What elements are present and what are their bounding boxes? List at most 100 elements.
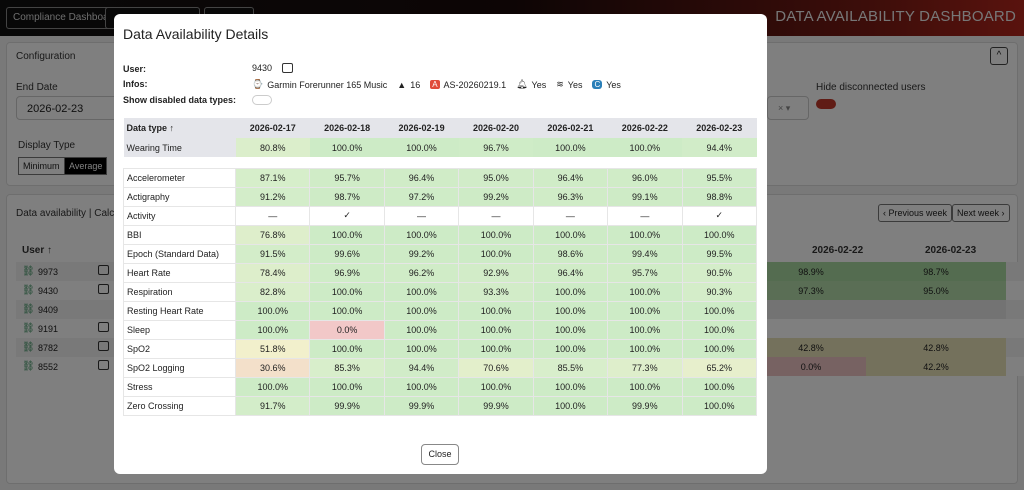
availability-cell: 91.5% <box>234 243 311 264</box>
app-icon: A <box>430 80 440 89</box>
availability-cell: 96.4% <box>532 262 609 283</box>
availability-cell: 96.7% <box>458 138 534 157</box>
availability-table: Data type ↑ 2026-02-17 2026-02-18 2026-02-1… <box>123 118 758 416</box>
availability-cell: 100.0% <box>383 338 460 359</box>
availability-cell: 100.0% <box>681 319 758 340</box>
data-type-name: Sleep <box>123 319 236 340</box>
availability-cell: 98.7% <box>309 186 385 207</box>
availability-cell: 96.4% <box>383 167 460 188</box>
app-version: AS-20260219.1 <box>443 79 507 90</box>
availability-cell: — <box>532 205 609 226</box>
availability-cell: ✓ <box>681 205 758 226</box>
user-label: User: <box>123 64 147 74</box>
availability-cell: 100.0% <box>309 138 385 157</box>
availability-cell: 100.0% <box>458 224 534 245</box>
availability-cell: 100.0% <box>383 224 460 245</box>
availability-cell: 100.0% <box>458 243 534 264</box>
data-type-name: SpO2 <box>123 338 236 359</box>
data-type-name: Respiration <box>123 281 236 302</box>
availability-cell: 95.7% <box>309 167 385 188</box>
availability-cell: 96.3% <box>532 186 609 207</box>
availability-cell: — <box>234 205 311 226</box>
availability-cell: 100.0% <box>607 138 683 157</box>
data-type-name: Stress <box>123 376 236 397</box>
availability-cell: 99.5% <box>681 243 758 264</box>
availability-cell: 76.8% <box>234 224 311 245</box>
availability-cell: 100.0% <box>607 281 683 302</box>
table-row: Epoch (Standard Data) 91.5% 99.6% 99.2% 100.… <box>123 243 758 264</box>
availability-cell: 100.0% <box>309 338 385 359</box>
availability-cell: 80.8% <box>235 138 310 157</box>
availability-cell: 96.2% <box>383 262 460 283</box>
availability-cell: 92.9% <box>458 262 534 283</box>
availability-cell: 94.4% <box>682 138 757 157</box>
date-column-header: 2026-02-18 <box>309 118 385 138</box>
close-button[interactable]: Close <box>421 444 459 465</box>
table-row: Wearing Time 80.8% 100.0% 100.0% 96.7% 100.0%… <box>123 138 757 157</box>
table-row: Heart Rate 78.4% 96.9% 96.2% 92.9% 96.4% 95.7%… <box>123 262 758 283</box>
android-version: 16 <box>410 79 421 90</box>
availability-cell: 100.0% <box>309 376 385 397</box>
table-row: Stress 100.0% 100.0% 100.0% 100.0% 100.0% 100.… <box>123 376 758 397</box>
availability-cell: 100.0% <box>607 319 683 340</box>
user-value: 9430 <box>252 63 294 73</box>
availability-cell: 100.0% <box>532 319 609 340</box>
availability-cell: 100.0% <box>234 376 311 397</box>
availability-cell: 100.0% <box>532 376 609 397</box>
availability-cell: ✓ <box>309 205 385 226</box>
availability-cell: 100.0% <box>532 395 609 416</box>
availability-cell: 95.0% <box>458 167 534 188</box>
availability-cell: 100.0% <box>309 224 385 245</box>
data-availability-modal: Data Availability Details User: 9430 Inf… <box>114 14 767 474</box>
table-row: SpO2 Logging 30.6% 85.3% 94.4% 70.6% 85.5% 77.… <box>123 357 758 378</box>
availability-cell: 100.0% <box>383 281 460 302</box>
availability-cell: 98.6% <box>532 243 609 264</box>
availability-cell: 100.0% <box>607 300 683 321</box>
availability-cell: 99.9% <box>458 395 534 416</box>
availability-cell: 100.0% <box>309 281 385 302</box>
notifications-value: Yes <box>531 79 547 90</box>
wifi-value: Yes <box>567 79 583 90</box>
sync-value: Yes <box>606 79 621 90</box>
comment-icon[interactable] <box>282 63 294 73</box>
availability-cell: 65.2% <box>681 357 758 378</box>
device-name: Garmin Forerunner 165 Music <box>267 79 388 90</box>
show-disabled-toggle[interactable] <box>252 95 272 105</box>
android-icon: ▲ <box>397 79 407 90</box>
show-disabled-label: Show disabled data types: <box>123 95 237 105</box>
availability-cell: 90.3% <box>681 281 758 302</box>
availability-cell: 99.9% <box>309 395 385 416</box>
availability-cell: 100.0% <box>607 338 683 359</box>
data-type-name: BBI <box>123 224 236 245</box>
availability-cell: 51.8% <box>234 338 311 359</box>
data-type-name: Epoch (Standard Data) <box>123 243 236 264</box>
data-type-name: SpO2 Logging <box>123 357 236 378</box>
availability-cell: 100.0% <box>681 376 758 397</box>
availability-cell: 100.0% <box>681 395 758 416</box>
wifi-icon: ≋ <box>556 79 564 89</box>
availability-cell: 93.3% <box>458 281 534 302</box>
availability-cell: 99.9% <box>383 395 460 416</box>
data-type-header[interactable]: Data type ↑ <box>123 118 236 138</box>
availability-cell: 99.2% <box>383 243 460 264</box>
availability-cell: 100.0% <box>681 224 758 245</box>
availability-cell: 99.6% <box>309 243 385 264</box>
availability-cell: 94.4% <box>383 357 460 378</box>
table-row: Resting Heart Rate 100.0% 100.0% 100.0% 100.… <box>123 300 758 321</box>
data-type-name: Wearing Time <box>123 138 236 157</box>
availability-cell: 78.4% <box>234 262 311 283</box>
availability-cell: 100.0% <box>384 138 459 157</box>
data-type-name: Zero Crossing <box>123 395 236 416</box>
availability-cell: 99.2% <box>458 186 534 207</box>
availability-cell: 100.0% <box>458 376 534 397</box>
data-type-name: Resting Heart Rate <box>123 300 236 321</box>
availability-cell: 96.9% <box>309 262 385 283</box>
availability-cell: 98.8% <box>681 186 758 207</box>
availability-cell: 100.0% <box>681 300 758 321</box>
availability-cell: 100.0% <box>383 300 460 321</box>
availability-cell: 100.0% <box>532 281 609 302</box>
availability-cell: 87.1% <box>234 167 311 188</box>
availability-cell: 95.5% <box>681 167 758 188</box>
table-row: Sleep 100.0% 0.0% 100.0% 100.0% 100.0% 100.0% 1… <box>123 319 758 340</box>
infos-label: Infos: <box>123 79 148 89</box>
